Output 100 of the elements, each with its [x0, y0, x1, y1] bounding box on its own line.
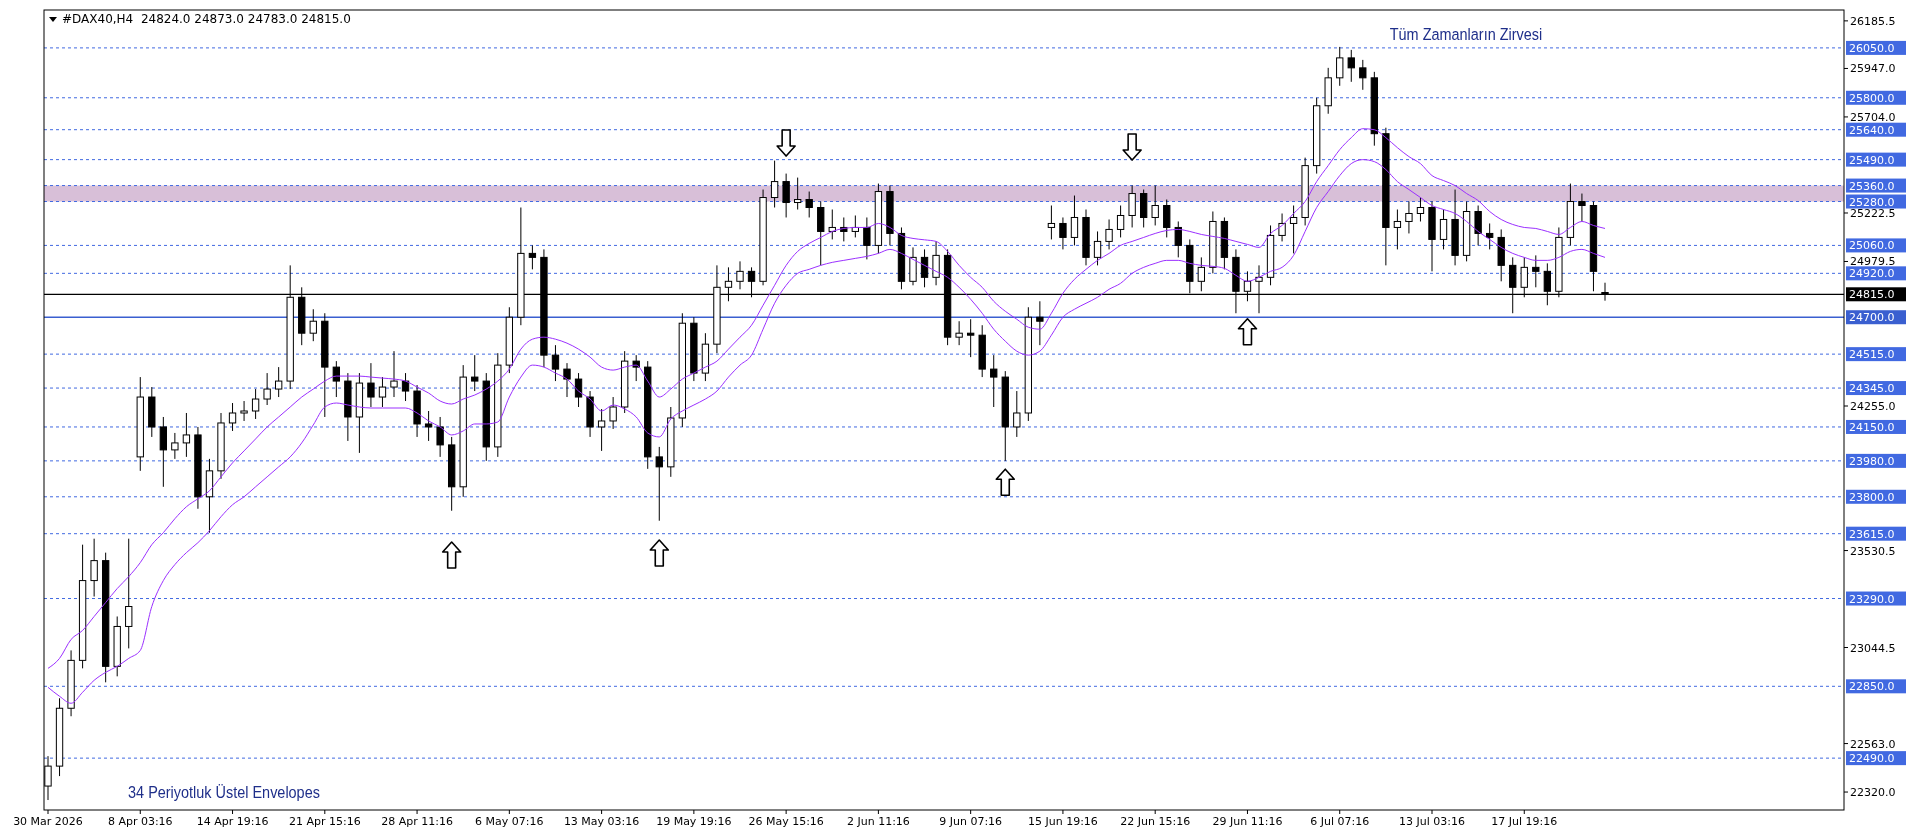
- ref-line-label: 22490.0: [1849, 752, 1895, 766]
- candlestick: [1128, 185, 1136, 228]
- y-tick-label: 26185.5: [1850, 14, 1896, 28]
- annotation: 34 Periyotluk Üstel Envelopes: [128, 782, 321, 802]
- ref-line-label: 25060.0: [1849, 239, 1895, 253]
- candlestick: [794, 177, 802, 210]
- candlestick: [817, 201, 825, 266]
- candlestick: [632, 354, 640, 382]
- x-tick-label: 6 May 07:16: [475, 815, 544, 828]
- candlestick: [528, 244, 537, 270]
- candlestick: [782, 173, 790, 218]
- ref-line-label: 25360.0: [1849, 179, 1895, 193]
- candlestick: [1093, 230, 1102, 266]
- candlestick: [1047, 205, 1056, 240]
- candlestick: [1070, 195, 1079, 246]
- chart-title: #DAX40,H4 24824.0 24873.0 24783.0 24815.0: [62, 12, 351, 26]
- candlestick: [263, 372, 271, 406]
- y-tick-label: 22563.0: [1850, 737, 1896, 751]
- ref-line-label: 25800.0: [1849, 91, 1895, 105]
- x-tick-label: 19 May 19:16: [656, 815, 732, 828]
- candlestick: [955, 320, 963, 346]
- y-tick-label: 22320.0: [1850, 786, 1896, 800]
- candlestick: [125, 538, 133, 649]
- candlestick: [990, 354, 998, 408]
- candlestick: [1405, 201, 1413, 234]
- annotation: Tüm Zamanların Zirvesi: [1389, 24, 1543, 44]
- y-tick-label: 25704.0: [1850, 110, 1896, 124]
- y-tick-label: 24979.5: [1850, 255, 1896, 269]
- x-tick-label: 15 Jun 19:16: [1027, 815, 1098, 828]
- candlestick: [932, 240, 940, 286]
- y-tick-label: 24255.0: [1850, 400, 1896, 414]
- ref-line-label: 24920.0: [1849, 267, 1895, 281]
- candlestick: [1474, 205, 1482, 246]
- candlestick: [367, 362, 375, 408]
- ref-line-label: 26050.0: [1849, 41, 1895, 55]
- candlestick: [1013, 390, 1021, 438]
- ref-line-label: 24515.0: [1849, 348, 1895, 362]
- candlestick: [401, 372, 410, 402]
- x-tick-label: 30 Mar 2026: [13, 815, 83, 828]
- candlestick: [1163, 199, 1171, 238]
- ref-line-label: 24150.0: [1849, 420, 1895, 434]
- ref-line-label: 23615.0: [1849, 527, 1895, 541]
- x-tick-label: 8 Apr 03:16: [107, 815, 173, 828]
- candlestick: [436, 416, 444, 458]
- candlestick: [909, 246, 917, 286]
- x-tick-label: 14 Apr 19:16: [196, 815, 269, 828]
- candlestick: [1416, 197, 1425, 222]
- candlestick: [228, 402, 237, 432]
- candlestick: [424, 410, 433, 442]
- candlestick: [1197, 256, 1205, 292]
- candlestick: [1289, 205, 1298, 254]
- x-tick-label: 9 Jun 07:16: [939, 815, 1003, 828]
- x-tick-label: 2 Jun 11:16: [846, 815, 910, 828]
- candlestick: [1485, 222, 1494, 250]
- candlestick: [251, 388, 260, 420]
- candlestick: [655, 446, 663, 522]
- y-tick-label: 25947.0: [1850, 62, 1896, 76]
- x-tick-label: 6 Jul 07:16: [1310, 815, 1370, 828]
- candlestick: [1393, 209, 1402, 250]
- y-tick-label: 23044.5: [1850, 641, 1896, 655]
- x-tick-label: 26 May 15:16: [748, 815, 824, 828]
- candlestick: [1139, 189, 1148, 228]
- x-tick-label: 28 Apr 11:16: [381, 815, 453, 828]
- candlestick: [1336, 46, 1344, 87]
- candlestick: [182, 412, 191, 458]
- candlestick: [1105, 218, 1113, 250]
- candlestick: [171, 432, 179, 460]
- candlestick: [967, 318, 975, 358]
- candlestick: [1578, 193, 1586, 222]
- x-tick-label: 17 Jul 19:16: [1491, 815, 1558, 828]
- x-tick-label: 13 Jul 03:16: [1399, 815, 1465, 828]
- candlestick: [1347, 49, 1355, 83]
- x-tick-label: 29 Jun 11:16: [1212, 815, 1283, 828]
- candlestick: [1359, 59, 1367, 91]
- candlestick: [471, 354, 479, 392]
- ref-line-label: 23290.0: [1849, 592, 1895, 606]
- candlestick: [828, 209, 836, 240]
- candlestick: [1174, 220, 1182, 258]
- ref-line-label: 22850.0: [1849, 680, 1895, 694]
- candlestick: [159, 416, 168, 488]
- candlestick: [609, 396, 617, 430]
- candlestick: [309, 308, 317, 342]
- candlestick: [1059, 216, 1067, 250]
- candlestick: [275, 366, 283, 398]
- candlestick: [805, 191, 813, 218]
- x-tick-label: 13 May 03:16: [563, 815, 640, 828]
- candlestick: [240, 400, 248, 422]
- candlestick: [736, 260, 744, 290]
- x-tick-label: 22 Jun 15:16: [1120, 815, 1191, 828]
- y-tick-label: 23530.5: [1850, 544, 1896, 558]
- candlestick: [90, 538, 98, 598]
- ref-line-label: 24700.0: [1849, 311, 1895, 325]
- candlestick: [551, 344, 560, 382]
- ref-line-label: 24815.0: [1849, 288, 1895, 302]
- ref-line-label: 25490.0: [1849, 153, 1895, 167]
- candlestick: [1151, 185, 1159, 226]
- candlestick: [378, 376, 387, 408]
- ref-line-label: 25640.0: [1849, 123, 1895, 137]
- candlestick: [332, 360, 341, 398]
- ref-line-label: 25280.0: [1849, 195, 1895, 209]
